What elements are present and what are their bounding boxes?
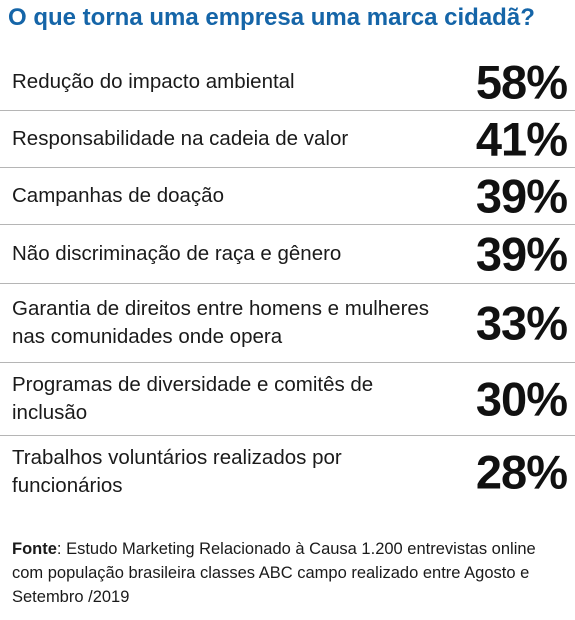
row-value: 41% — [475, 112, 568, 166]
results-table: Redução do impacto ambiental 58% Responsab… — [0, 54, 575, 508]
source-note: Fonte: Estudo Marketing Relacionado à Ca… — [12, 537, 567, 609]
row-value: 58% — [475, 55, 568, 109]
row-label: Campanhas de doação — [12, 184, 224, 207]
row-label: Não discriminação de raça e gênero — [12, 242, 342, 265]
row-label: Trabalhos voluntários realizados por fun… — [12, 446, 342, 497]
table-row: Campanhas de doação 39% — [0, 167, 575, 224]
row-value: 28% — [475, 445, 568, 499]
row-value: 33% — [475, 296, 568, 350]
source-text: : Estudo Marketing Relacionado à Causa 1… — [12, 540, 536, 606]
row-label: Garantia de direitos entre homens e mulh… — [12, 297, 430, 348]
table-row: Programas de diversidade e comitês de in… — [0, 362, 575, 435]
row-value: 39% — [475, 169, 568, 223]
table-row: Trabalhos voluntários realizados por fun… — [0, 435, 575, 508]
row-value: 39% — [475, 227, 568, 281]
row-label: Redução do impacto ambiental — [12, 70, 295, 93]
source-label: Fonte — [12, 540, 57, 558]
table-row: Não discriminação de raça e gênero 39% — [0, 224, 575, 283]
row-label: Responsabilidade na cadeia de valor — [12, 127, 349, 150]
chart-title: O que torna uma empresa uma marca cidadã… — [8, 4, 535, 31]
row-value: 30% — [475, 372, 568, 426]
table-row: Responsabilidade na cadeia de valor 41% — [0, 110, 575, 167]
table-row: Redução do impacto ambiental 58% — [0, 54, 575, 110]
table-row: Garantia de direitos entre homens e mulh… — [0, 283, 575, 362]
row-label: Programas de diversidade e comitês de in… — [12, 373, 374, 424]
